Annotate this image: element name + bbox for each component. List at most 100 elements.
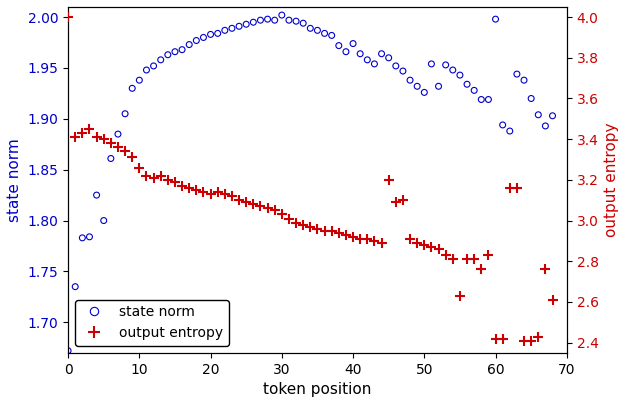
- output entropy: [270, 207, 280, 214]
- state norm: [319, 30, 329, 37]
- state norm: [184, 41, 194, 48]
- output entropy: [319, 227, 329, 234]
- output entropy: [255, 203, 265, 210]
- output entropy: [284, 215, 294, 222]
- state norm: [455, 72, 465, 78]
- output entropy: [540, 266, 550, 273]
- output entropy: [362, 236, 372, 242]
- state norm: [498, 122, 508, 128]
- state norm: [526, 95, 536, 102]
- Y-axis label: output entropy: output entropy: [604, 122, 619, 237]
- output entropy: [170, 179, 180, 185]
- state norm: [291, 18, 301, 24]
- state norm: [426, 61, 436, 67]
- output entropy: [63, 14, 73, 20]
- state norm: [548, 113, 558, 119]
- output entropy: [405, 236, 415, 242]
- output entropy: [113, 144, 123, 151]
- output entropy: [412, 240, 422, 246]
- output entropy: [334, 229, 344, 236]
- state norm: [533, 112, 543, 118]
- state norm: [120, 111, 130, 117]
- output entropy: [120, 148, 130, 155]
- state norm: [519, 77, 529, 83]
- state norm: [148, 63, 158, 69]
- output entropy: [78, 130, 88, 136]
- output entropy: [398, 197, 408, 204]
- state norm: [135, 77, 145, 83]
- output entropy: [448, 256, 458, 263]
- state norm: [412, 83, 422, 90]
- state norm: [476, 96, 486, 103]
- state norm: [106, 155, 116, 162]
- output entropy: [141, 173, 151, 179]
- output entropy: [127, 154, 137, 161]
- state norm: [355, 50, 365, 57]
- state norm: [227, 25, 237, 32]
- state norm: [312, 27, 322, 34]
- state norm: [483, 96, 493, 103]
- output entropy: [106, 140, 116, 147]
- output entropy: [384, 177, 394, 183]
- state norm: [141, 67, 151, 73]
- output entropy: [533, 333, 543, 340]
- output entropy: [505, 185, 515, 191]
- output entropy: [348, 234, 358, 240]
- state norm: [384, 55, 394, 61]
- state norm: [270, 17, 280, 23]
- output entropy: [198, 189, 208, 195]
- state norm: [298, 20, 308, 26]
- Y-axis label: state norm: state norm: [7, 138, 22, 222]
- output entropy: [241, 199, 251, 206]
- output entropy: [327, 227, 337, 234]
- state norm: [78, 235, 88, 241]
- state norm: [540, 123, 550, 129]
- output entropy: [498, 335, 508, 342]
- state norm: [113, 131, 123, 137]
- output entropy: [298, 221, 308, 228]
- output entropy: [519, 337, 529, 344]
- state norm: [163, 52, 173, 58]
- state norm: [220, 27, 230, 34]
- output entropy: [163, 177, 173, 183]
- state norm: [99, 217, 109, 224]
- state norm: [205, 31, 215, 38]
- state norm: [391, 63, 401, 69]
- output entropy: [469, 256, 479, 263]
- output entropy: [312, 225, 322, 232]
- output entropy: [192, 187, 202, 193]
- output entropy: [234, 197, 244, 204]
- output entropy: [85, 126, 95, 132]
- output entropy: [512, 185, 522, 191]
- output entropy: [419, 242, 429, 248]
- output entropy: [476, 266, 486, 273]
- state norm: [85, 234, 95, 240]
- state norm: [177, 46, 187, 53]
- state norm: [369, 61, 379, 67]
- state norm: [469, 87, 479, 94]
- output entropy: [262, 205, 272, 212]
- state norm: [419, 89, 429, 96]
- output entropy: [205, 191, 215, 197]
- state norm: [198, 34, 208, 41]
- output entropy: [249, 201, 259, 208]
- output entropy: [91, 134, 101, 140]
- state norm: [127, 85, 137, 92]
- state norm: [255, 17, 265, 23]
- output entropy: [434, 246, 444, 252]
- state norm: [398, 68, 408, 74]
- output entropy: [455, 292, 465, 299]
- output entropy: [526, 337, 536, 344]
- state norm: [505, 128, 515, 134]
- output entropy: [220, 191, 230, 197]
- output entropy: [227, 193, 237, 199]
- state norm: [234, 23, 244, 29]
- output entropy: [548, 297, 558, 303]
- state norm: [305, 25, 316, 32]
- output entropy: [462, 256, 472, 263]
- output entropy: [277, 211, 287, 218]
- state norm: [192, 37, 202, 44]
- output entropy: [184, 185, 194, 191]
- output entropy: [391, 199, 401, 206]
- state norm: [348, 40, 358, 47]
